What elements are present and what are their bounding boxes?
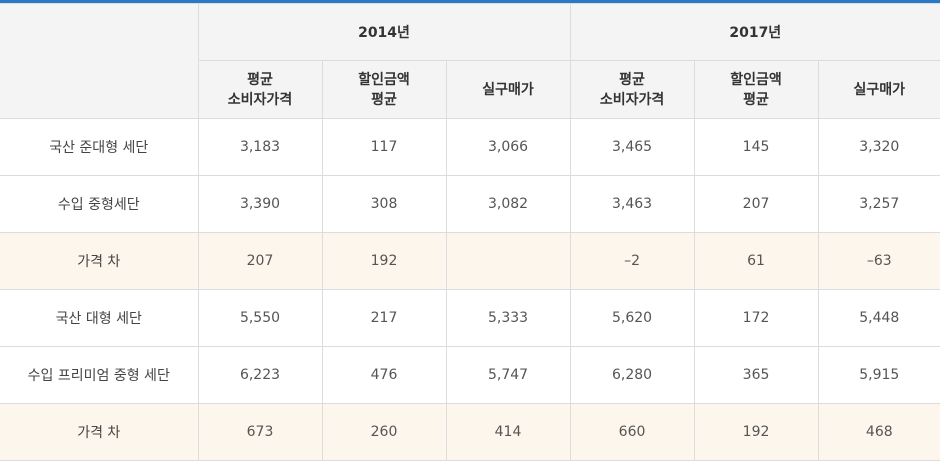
table-cell: 468 <box>817 403 940 461</box>
table-cell: 117 <box>321 118 447 176</box>
row-label: 수입 중형세단 <box>0 175 199 233</box>
table-cell: 476 <box>321 346 447 404</box>
table-cell: 145 <box>693 118 819 176</box>
table-body: 국산 준대형 세단 3,183 117 3,066 3,465 145 3,32… <box>0 118 940 461</box>
table-cell: 192 <box>321 232 447 290</box>
table-cell: 5,448 <box>817 289 940 347</box>
row-label: 가격 차 <box>0 232 199 290</box>
table-cell: 3,257 <box>817 175 940 233</box>
table-row: 국산 준대형 세단 3,183 117 3,066 3,465 145 3,32… <box>0 118 940 176</box>
header-row-years: 2014년 2017년 <box>0 3 940 119</box>
row-label: 가격 차 <box>0 403 199 461</box>
col-header-actual-price-2017: 실구매가 <box>817 60 940 119</box>
table-cell: 5,333 <box>445 289 571 347</box>
table-cell: 6,223 <box>197 346 323 404</box>
table-cell <box>445 232 571 290</box>
table-cell: 3,066 <box>445 118 571 176</box>
table-cell: 207 <box>197 232 323 290</box>
year-header-2017: 2017년 <box>569 3 940 61</box>
row-label: 국산 준대형 세단 <box>0 118 199 176</box>
table-cell: 414 <box>445 403 571 461</box>
table-cell: –2 <box>569 232 695 290</box>
year-header-2014: 2014년 <box>197 3 571 61</box>
row-label: 국산 대형 세단 <box>0 289 199 347</box>
table-cell: 673 <box>197 403 323 461</box>
corner-cell <box>0 3 199 119</box>
table-cell: 5,747 <box>445 346 571 404</box>
table-cell: 3,183 <box>197 118 323 176</box>
table-cell: 3,390 <box>197 175 323 233</box>
table-cell: 365 <box>693 346 819 404</box>
table-cell: –63 <box>817 232 940 290</box>
table-header: 2014년 2017년 평균 소비자가격 할인금액 평균 실구매가 평균 소비자… <box>0 3 940 119</box>
header-row-columns: 평균 소비자가격 할인금액 평균 실구매가 평균 소비자가격 할인금액 평균 실… <box>0 60 940 119</box>
table-row: 수입 중형세단 3,390 308 3,082 3,463 207 3,257 <box>0 175 940 233</box>
table-cell: 6,280 <box>569 346 695 404</box>
table-cell: 5,550 <box>197 289 323 347</box>
table-cell: 260 <box>321 403 447 461</box>
table-cell: 5,620 <box>569 289 695 347</box>
table-cell: 660 <box>569 403 695 461</box>
table-row: 수입 프리미엄 중형 세단 6,223 476 5,747 6,280 365 … <box>0 346 940 404</box>
table-cell: 3,465 <box>569 118 695 176</box>
table-cell: 308 <box>321 175 447 233</box>
table-row-difference: 가격 차 673 260 414 660 192 468 <box>0 403 940 461</box>
table-cell: 172 <box>693 289 819 347</box>
col-header-actual-price-2014: 실구매가 <box>445 60 571 119</box>
row-label: 수입 프리미엄 중형 세단 <box>0 346 199 404</box>
table-cell: 5,915 <box>817 346 940 404</box>
price-comparison-table: 2014년 2017년 평균 소비자가격 할인금액 평균 실구매가 평균 소비자… <box>0 3 940 461</box>
table-cell: 217 <box>321 289 447 347</box>
table-cell: 3,320 <box>817 118 940 176</box>
table-row: 국산 대형 세단 5,550 217 5,333 5,620 172 5,448 <box>0 289 940 347</box>
table-cell: 192 <box>693 403 819 461</box>
col-header-avg-consumer-price-2017: 평균 소비자가격 <box>569 60 695 119</box>
table-row-difference: 가격 차 207 192 –2 61 –63 <box>0 232 940 290</box>
col-header-avg-discount-2014: 할인금액 평균 <box>321 60 447 119</box>
col-header-avg-discount-2017: 할인금액 평균 <box>693 60 819 119</box>
table-cell: 3,463 <box>569 175 695 233</box>
table-cell: 207 <box>693 175 819 233</box>
table-cell: 61 <box>693 232 819 290</box>
col-header-avg-consumer-price-2014: 평균 소비자가격 <box>198 60 323 119</box>
table-cell: 3,082 <box>445 175 571 233</box>
